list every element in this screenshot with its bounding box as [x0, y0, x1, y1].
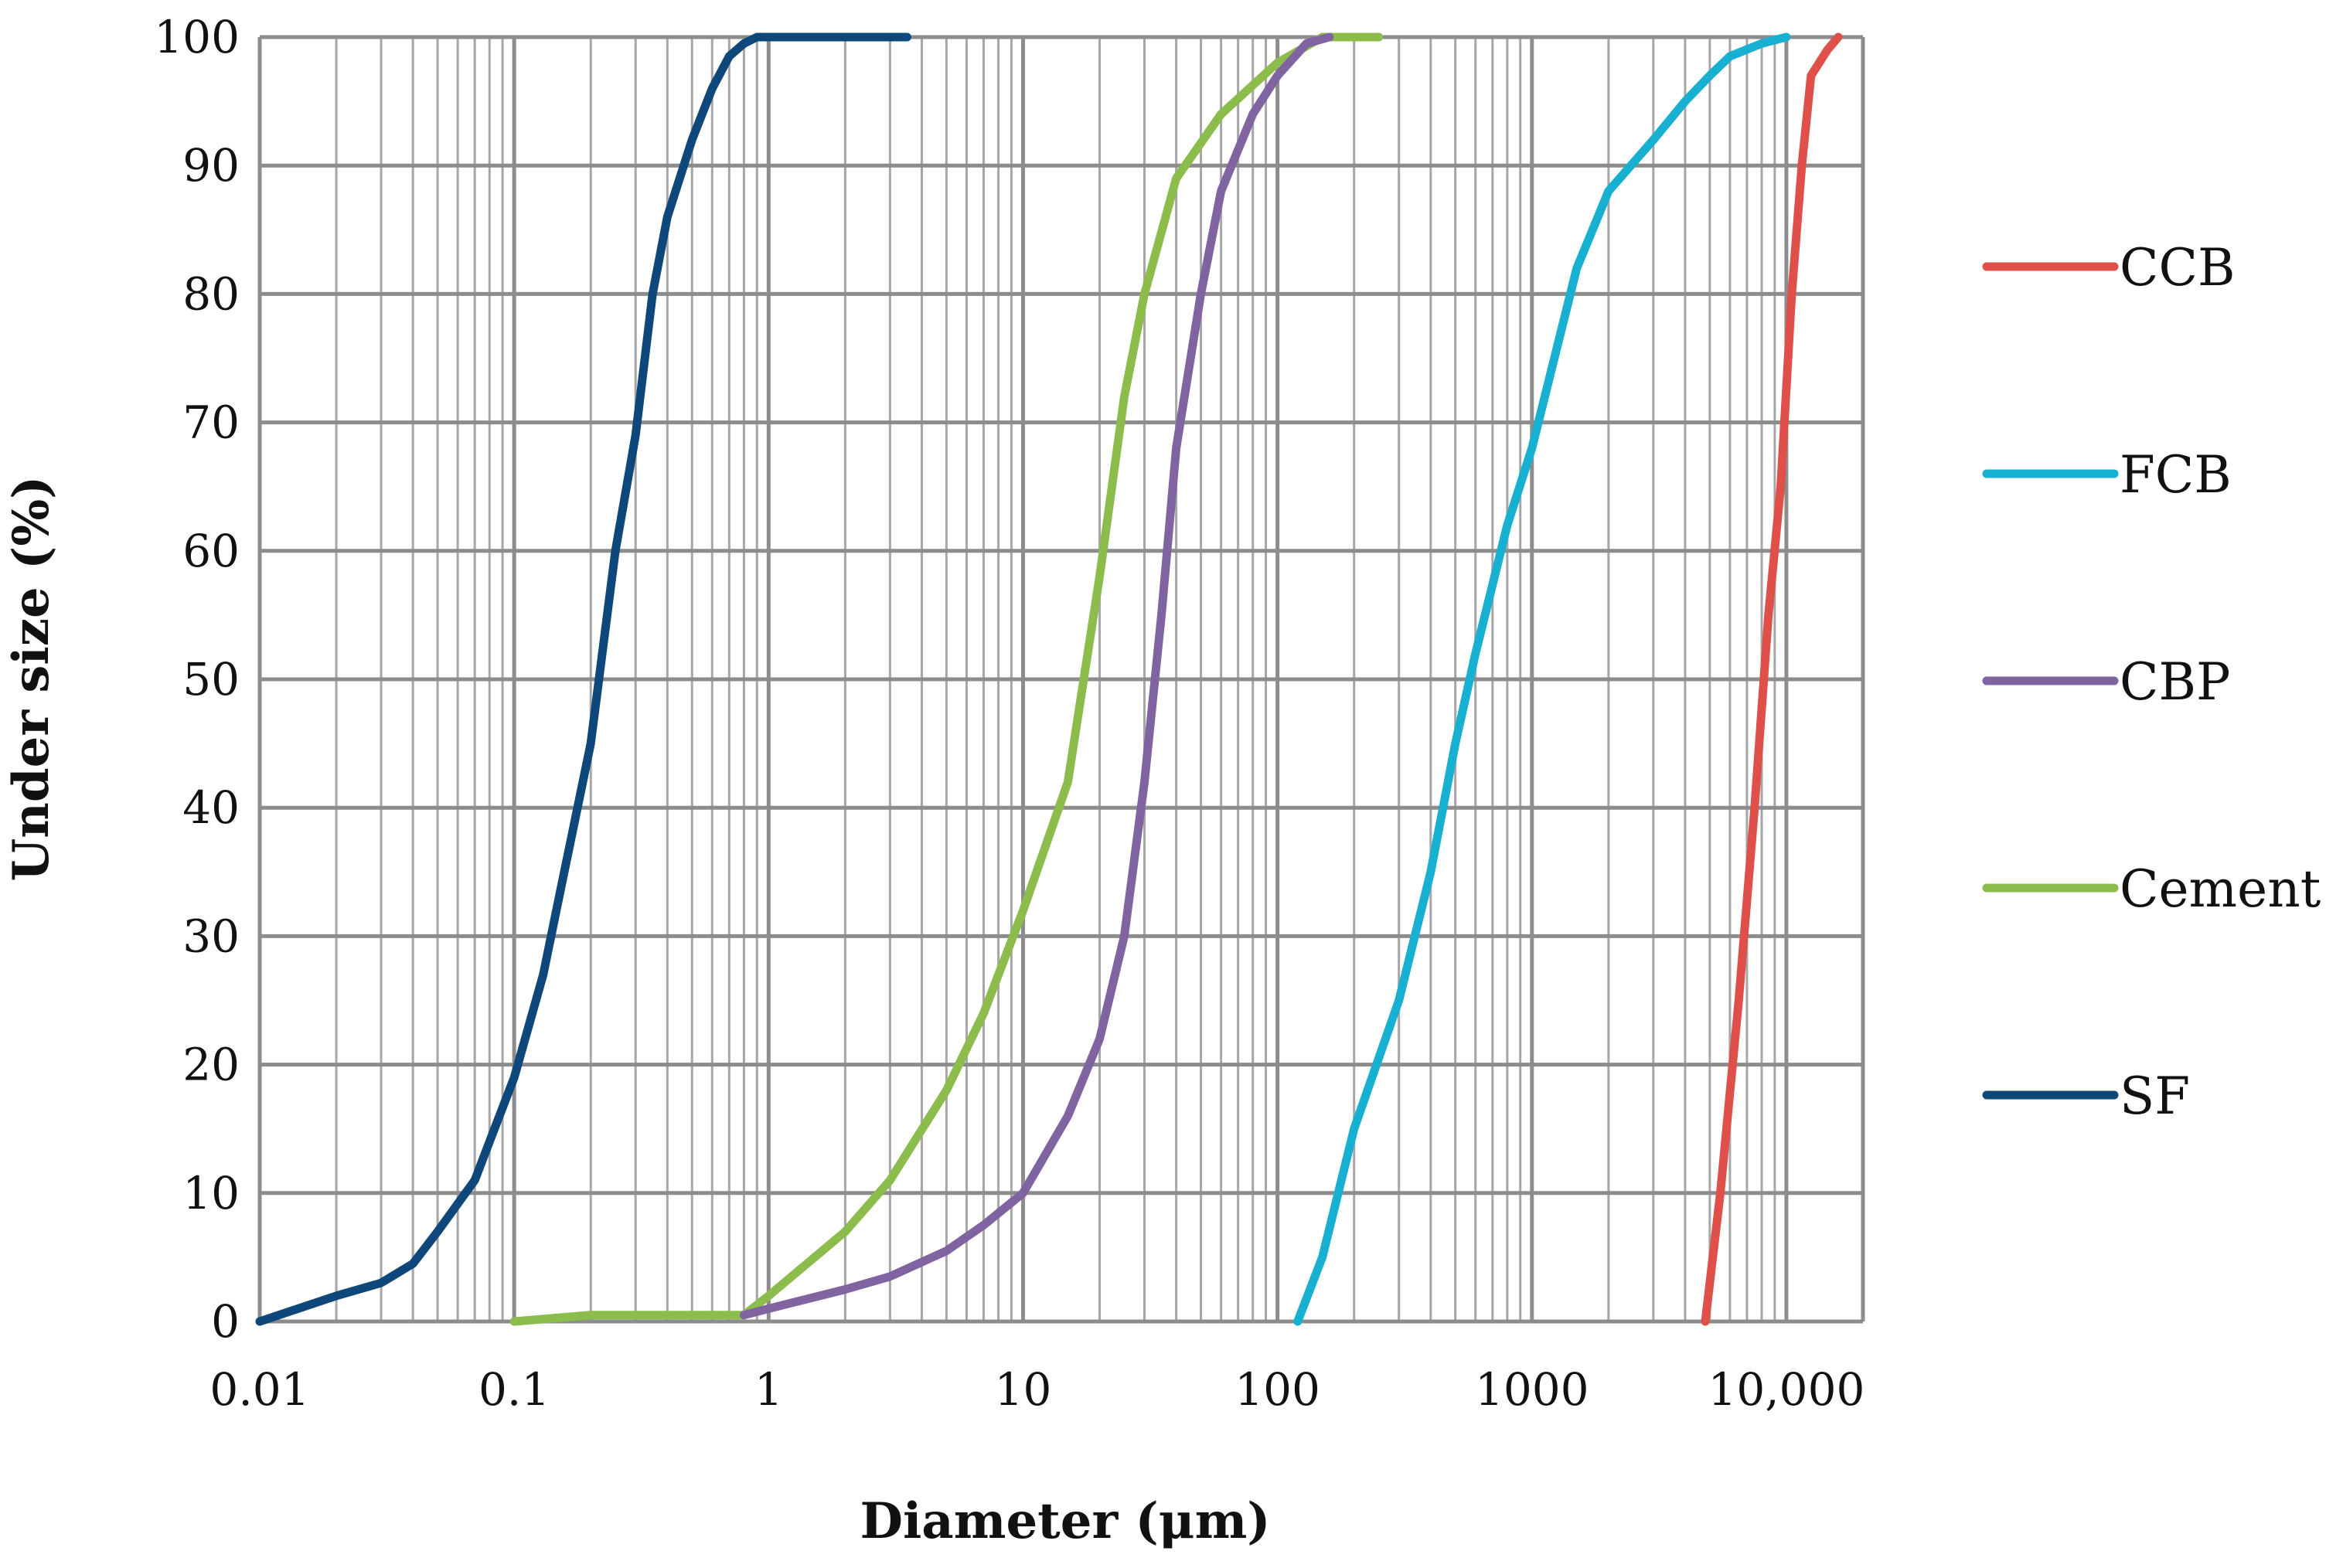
x-tick-label: 0.01	[209, 1363, 309, 1416]
series-line-ccb	[1701, 32, 1843, 1326]
y-tick-label: 50	[182, 653, 240, 706]
grid-lines	[257, 35, 1865, 1324]
y-tick-label: 70	[182, 396, 240, 449]
y-axis-tick-labels: 0 10 20 30 40 50 60 70 80 90 100	[154, 11, 240, 1348]
x-axis-title: Diameter (μm)	[860, 1492, 1270, 1550]
legend-label-fcb: FCB	[2120, 445, 2232, 505]
y-tick-label: 0	[211, 1295, 240, 1348]
y-tick-label: 30	[182, 910, 240, 962]
y-axis-title: Under size (%)	[2, 476, 60, 882]
x-tick-label: 1	[754, 1363, 783, 1416]
y-tick-label: 80	[182, 267, 240, 320]
y-tick-label: 10	[182, 1167, 240, 1219]
series-line-cbp	[739, 32, 1334, 1320]
y-tick-label: 100	[154, 11, 240, 63]
x-tick-label: 100	[1235, 1363, 1320, 1416]
y-tick-label: 40	[182, 781, 240, 834]
x-tick-label: 10,000	[1708, 1363, 1865, 1416]
series-line-sf	[255, 32, 911, 1326]
y-tick-label: 60	[182, 525, 240, 577]
x-tick-label: 10	[995, 1363, 1052, 1416]
series-lines	[255, 32, 1843, 1326]
y-tick-label: 20	[182, 1039, 240, 1091]
x-tick-label: 1000	[1475, 1363, 1589, 1416]
legend-label-cement: Cement	[2120, 859, 2321, 919]
legend: CCB FCB CBP Cement SF	[1982, 238, 2321, 1126]
legend-label-ccb: CCB	[2120, 238, 2236, 298]
x-tick-label: 0.1	[478, 1363, 550, 1416]
x-axis-tick-labels: 0.01 0.1 1 10 100 1000 10,000	[209, 1363, 1865, 1416]
series-line-fcb	[1293, 32, 1791, 1326]
y-tick-label: 90	[182, 139, 240, 192]
legend-label-cbp: CBP	[2120, 652, 2230, 712]
legend-label-sf: SF	[2120, 1066, 2190, 1126]
